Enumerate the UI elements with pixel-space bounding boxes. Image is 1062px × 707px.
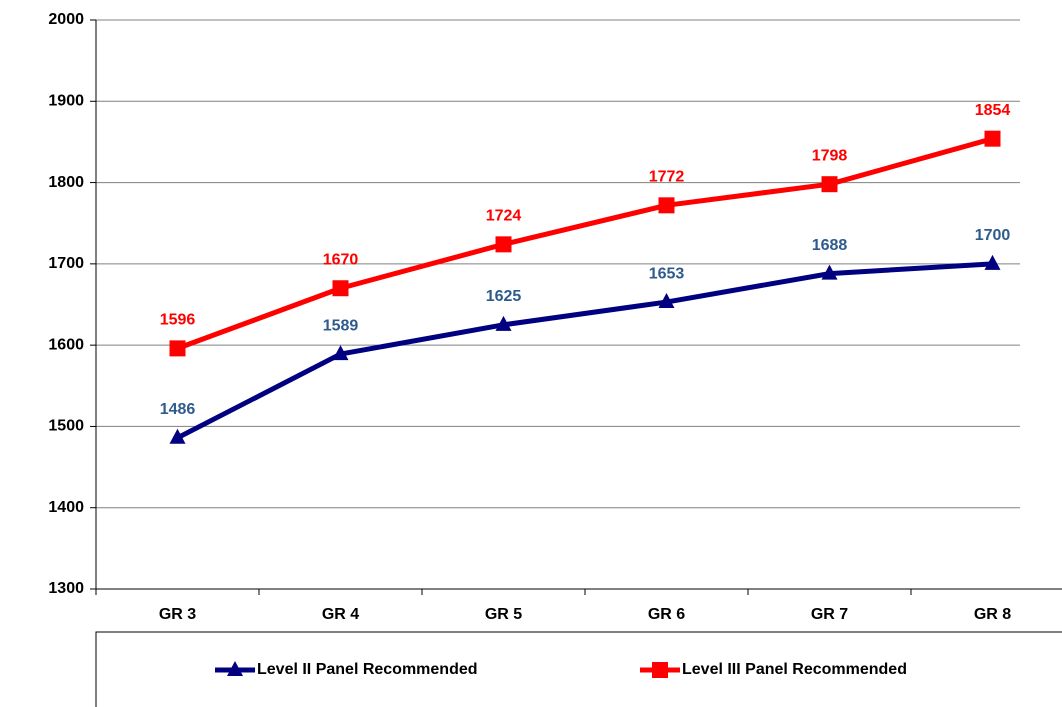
x-tick-label: GR 6 (648, 606, 685, 623)
data-label: 1589 (323, 317, 359, 334)
data-point (495, 315, 512, 331)
y-tick-label: 2000 (48, 11, 84, 28)
data-point (821, 264, 838, 280)
x-tick-label: GR 7 (811, 606, 848, 623)
series-line (176, 261, 993, 441)
data-label: 1596 (160, 312, 196, 329)
y-tick-label: 1500 (48, 418, 84, 435)
y-tick-label: 1600 (48, 336, 84, 353)
legend-marker (652, 662, 668, 678)
data-label: 1688 (812, 237, 848, 254)
data-point (658, 197, 675, 214)
x-tick-label: GR 4 (322, 606, 359, 623)
data-point (821, 176, 838, 193)
y-tick-label: 1800 (48, 174, 84, 191)
data-point (658, 293, 675, 309)
x-tick-label: GR 8 (974, 606, 1011, 623)
legend-label: Level III Panel Recommended (682, 661, 907, 678)
y-tick-label: 1400 (48, 499, 84, 516)
legend-marker (227, 661, 243, 676)
series-line (176, 136, 994, 351)
legend-label: Level II Panel Recommended (257, 661, 478, 678)
data-point (495, 236, 512, 253)
data-point (169, 340, 186, 357)
data-label: 1625 (486, 288, 522, 305)
y-tick-label: 1700 (48, 255, 84, 272)
data-label: 1700 (975, 227, 1011, 244)
x-tick-label: GR 3 (159, 606, 196, 623)
y-tick-label: 1900 (48, 93, 84, 110)
data-label: 1486 (160, 401, 196, 418)
data-point (332, 345, 349, 361)
data-point (984, 254, 1001, 270)
data-label: 1798 (812, 147, 848, 164)
data-label: 1724 (486, 208, 522, 225)
data-point (332, 280, 349, 297)
y-tick-label: 1300 (48, 580, 84, 597)
data-label: 1670 (323, 251, 359, 268)
x-tick-label: GR 5 (485, 606, 522, 623)
legend-box (95, 631, 1062, 707)
data-label: 1653 (649, 265, 685, 282)
data-point (984, 130, 1001, 147)
data-label: 1772 (649, 169, 685, 186)
data-label: 1854 (975, 102, 1011, 119)
data-point (169, 428, 186, 444)
